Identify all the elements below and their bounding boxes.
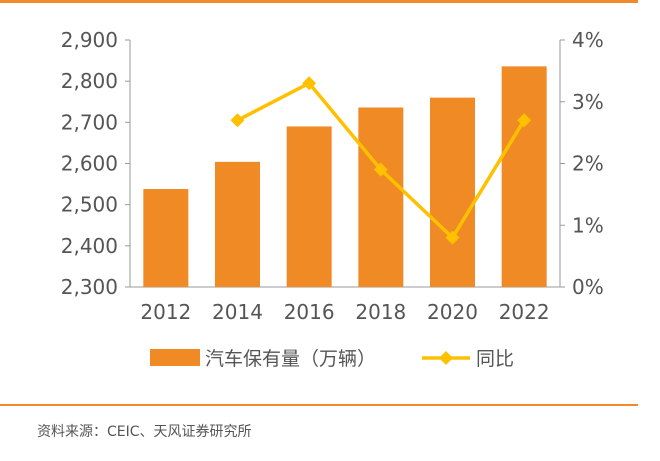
x-tick-label: 2014 [212, 300, 263, 324]
y-left-tick-label: 2,500 [61, 193, 118, 217]
bar [286, 126, 332, 287]
bar [430, 97, 475, 287]
line-point [517, 113, 532, 128]
x-tick-label: 2012 [140, 300, 191, 324]
y-left-tick-label: 2,700 [61, 110, 118, 134]
y-right-tick-label: 2% [572, 152, 604, 176]
chart: 2,300 2,400 2,500 2,600 2,700 2,800 2,900 0% 1% 2… [61, 28, 604, 370]
legend-bar-label: 汽车保有量（万辆） [205, 348, 376, 370]
legend: 汽车保有量（万辆） 同比 [150, 348, 514, 370]
y-right-tick-label: 0% [572, 275, 604, 299]
y-left-tick-label: 2,600 [61, 152, 118, 176]
line-point [230, 113, 245, 128]
line-point [373, 162, 388, 177]
x-tick-label: 2018 [355, 300, 406, 324]
line-point [445, 230, 460, 245]
y-right-tick-label: 4% [572, 28, 604, 52]
source-note: 资料来源：CEIC、天风证券研究所 [37, 424, 252, 440]
bar-series [143, 66, 547, 287]
y-left-tick-label: 2,400 [61, 234, 118, 258]
bar [143, 189, 189, 287]
y-left-tick-label: 2,800 [61, 69, 118, 93]
line-series [230, 76, 532, 245]
y-left-tick-label: 2,900 [61, 28, 118, 52]
y-left-tick-label: 2,300 [61, 275, 118, 299]
y-right-tick-label: 3% [572, 90, 604, 114]
legend-bar-swatch [150, 349, 200, 366]
bar [501, 66, 547, 287]
bar [215, 161, 260, 287]
y-right-tick-label: 1% [572, 213, 604, 237]
legend-line-label: 同比 [476, 348, 514, 370]
tick-labels: 2,300 2,400 2,500 2,600 2,700 2,800 2,900 0% 1% 2… [61, 28, 604, 324]
x-tick-label: 2020 [427, 300, 478, 324]
x-tick-label: 2022 [499, 300, 550, 324]
chart-axes [125, 39, 565, 288]
x-tick-label: 2016 [284, 300, 335, 324]
legend-line-marker [439, 351, 453, 365]
bottom-rule [0, 404, 638, 406]
bar [358, 107, 404, 287]
line-point [302, 76, 317, 91]
top-rule [0, 0, 638, 3]
